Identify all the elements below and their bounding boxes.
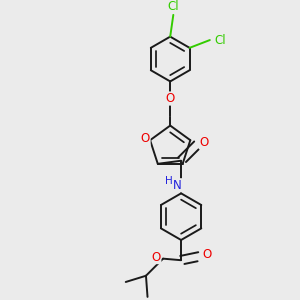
Text: Cl: Cl bbox=[167, 0, 179, 13]
Text: O: O bbox=[202, 248, 211, 261]
Text: O: O bbox=[200, 136, 209, 148]
Text: O: O bbox=[141, 132, 150, 146]
Text: N: N bbox=[173, 179, 182, 192]
Text: Cl: Cl bbox=[214, 34, 226, 46]
Text: H: H bbox=[165, 176, 173, 186]
Text: O: O bbox=[152, 250, 161, 264]
Text: O: O bbox=[166, 92, 175, 105]
